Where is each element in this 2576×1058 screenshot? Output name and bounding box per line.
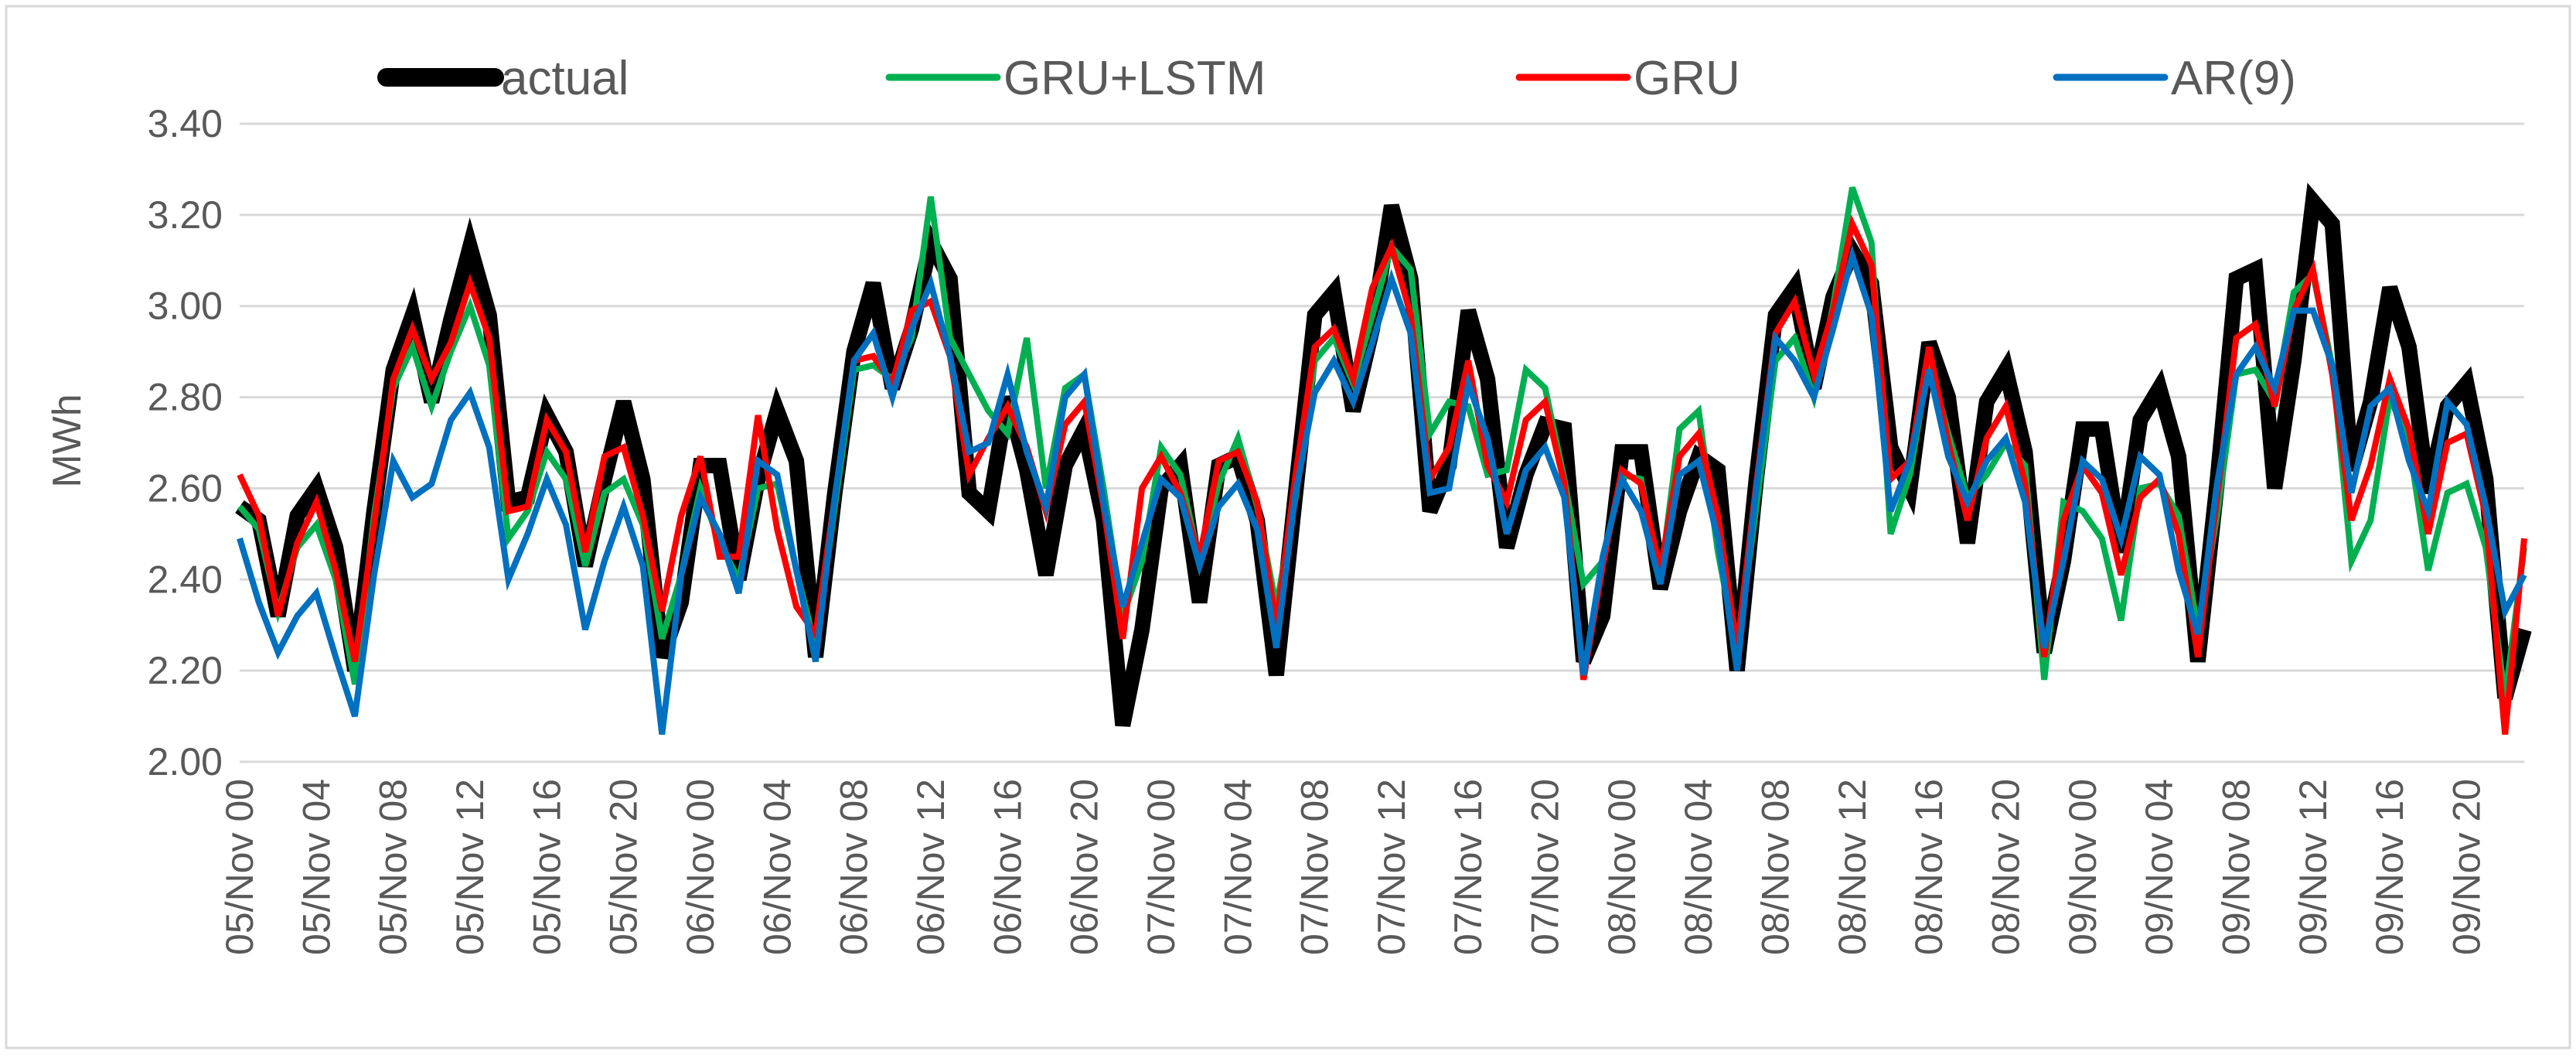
x-tick-label: 05/Nov 20 (602, 779, 646, 955)
x-tick-label: 06/Nov 04 (755, 779, 799, 955)
y-tick-label: 3.00 (148, 285, 223, 328)
series-line-3 (237, 244, 2527, 735)
legend-label: AR(9) (2171, 52, 2296, 105)
legend: actual GRU+LSTM GRU AR(9) (377, 52, 2296, 105)
x-tick-label: 09/Nov 04 (2138, 779, 2181, 955)
legend-label: GRU (1634, 52, 1740, 105)
x-tick-label: 08/Nov 04 (1677, 779, 1720, 955)
x-tick-label: 09/Nov 00 (2061, 779, 2104, 955)
x-tick-label: 08/Nov 08 (1754, 779, 1797, 955)
y-tick-label: 2.80 (148, 376, 223, 419)
x-tick-label: 08/Nov 20 (1985, 779, 2028, 955)
x-tick-label: 08/Nov 00 (1600, 779, 1644, 955)
x-tick-label: 07/Nov 04 (1216, 779, 1259, 955)
series-line-1 (237, 186, 2527, 699)
x-tick-label: 07/Nov 12 (1370, 779, 1413, 955)
y-tick-label: 2.00 (148, 740, 223, 783)
x-axis: 05/Nov 00 05/Nov 04 05/Nov 08 05/Nov 12 05/N… (218, 779, 2489, 955)
y-axis: 2.00 2.20 2.40 2.60 2.80 3.00 3.20 3.40 (148, 102, 223, 783)
x-tick-label: 08/Nov 12 (1831, 779, 1874, 955)
y-tick-label: 3.40 (148, 102, 223, 145)
series-line-2 (237, 214, 2527, 735)
x-tick-label: 05/Nov 08 (372, 779, 415, 955)
legend-label: actual (501, 52, 629, 105)
y-tick-label: 2.40 (148, 558, 223, 601)
x-tick-label: 07/Nov 20 (1524, 779, 1567, 955)
x-tick-label: 05/Nov 00 (218, 779, 261, 955)
x-tick-label: 06/Nov 08 (833, 779, 876, 955)
x-tick-label: 08/Nov 16 (1907, 779, 1951, 955)
legend-label: GRU+LSTM (1003, 52, 1266, 105)
x-tick-label: 07/Nov 00 (1140, 779, 1183, 955)
y-tick-label: 2.60 (148, 466, 223, 510)
x-tick-label: 09/Nov 08 (2215, 779, 2258, 955)
x-tick-label: 05/Nov 12 (448, 779, 492, 955)
x-tick-label: 09/Nov 16 (2368, 779, 2411, 955)
y-tick-label: 2.20 (148, 649, 223, 692)
y-tick-label: 3.20 (148, 193, 223, 237)
series-lines (235, 183, 2532, 735)
x-tick-label: 09/Nov 20 (2445, 779, 2489, 955)
x-tick-label: 06/Nov 20 (1063, 779, 1106, 955)
x-tick-label: 06/Nov 16 (986, 779, 1029, 955)
x-tick-label: 09/Nov 12 (2291, 779, 2335, 955)
chart-border (5, 5, 2571, 1049)
x-tick-label: 07/Nov 16 (1446, 779, 1490, 955)
x-tick-label: 07/Nov 08 (1293, 779, 1337, 955)
x-tick-label: 06/Nov 12 (909, 779, 952, 955)
x-tick-label: 06/Nov 00 (679, 779, 722, 955)
y-axis-label: MWh (45, 394, 90, 487)
x-tick-label: 05/Nov 16 (525, 779, 568, 955)
x-tick-label: 05/Nov 04 (295, 779, 338, 955)
